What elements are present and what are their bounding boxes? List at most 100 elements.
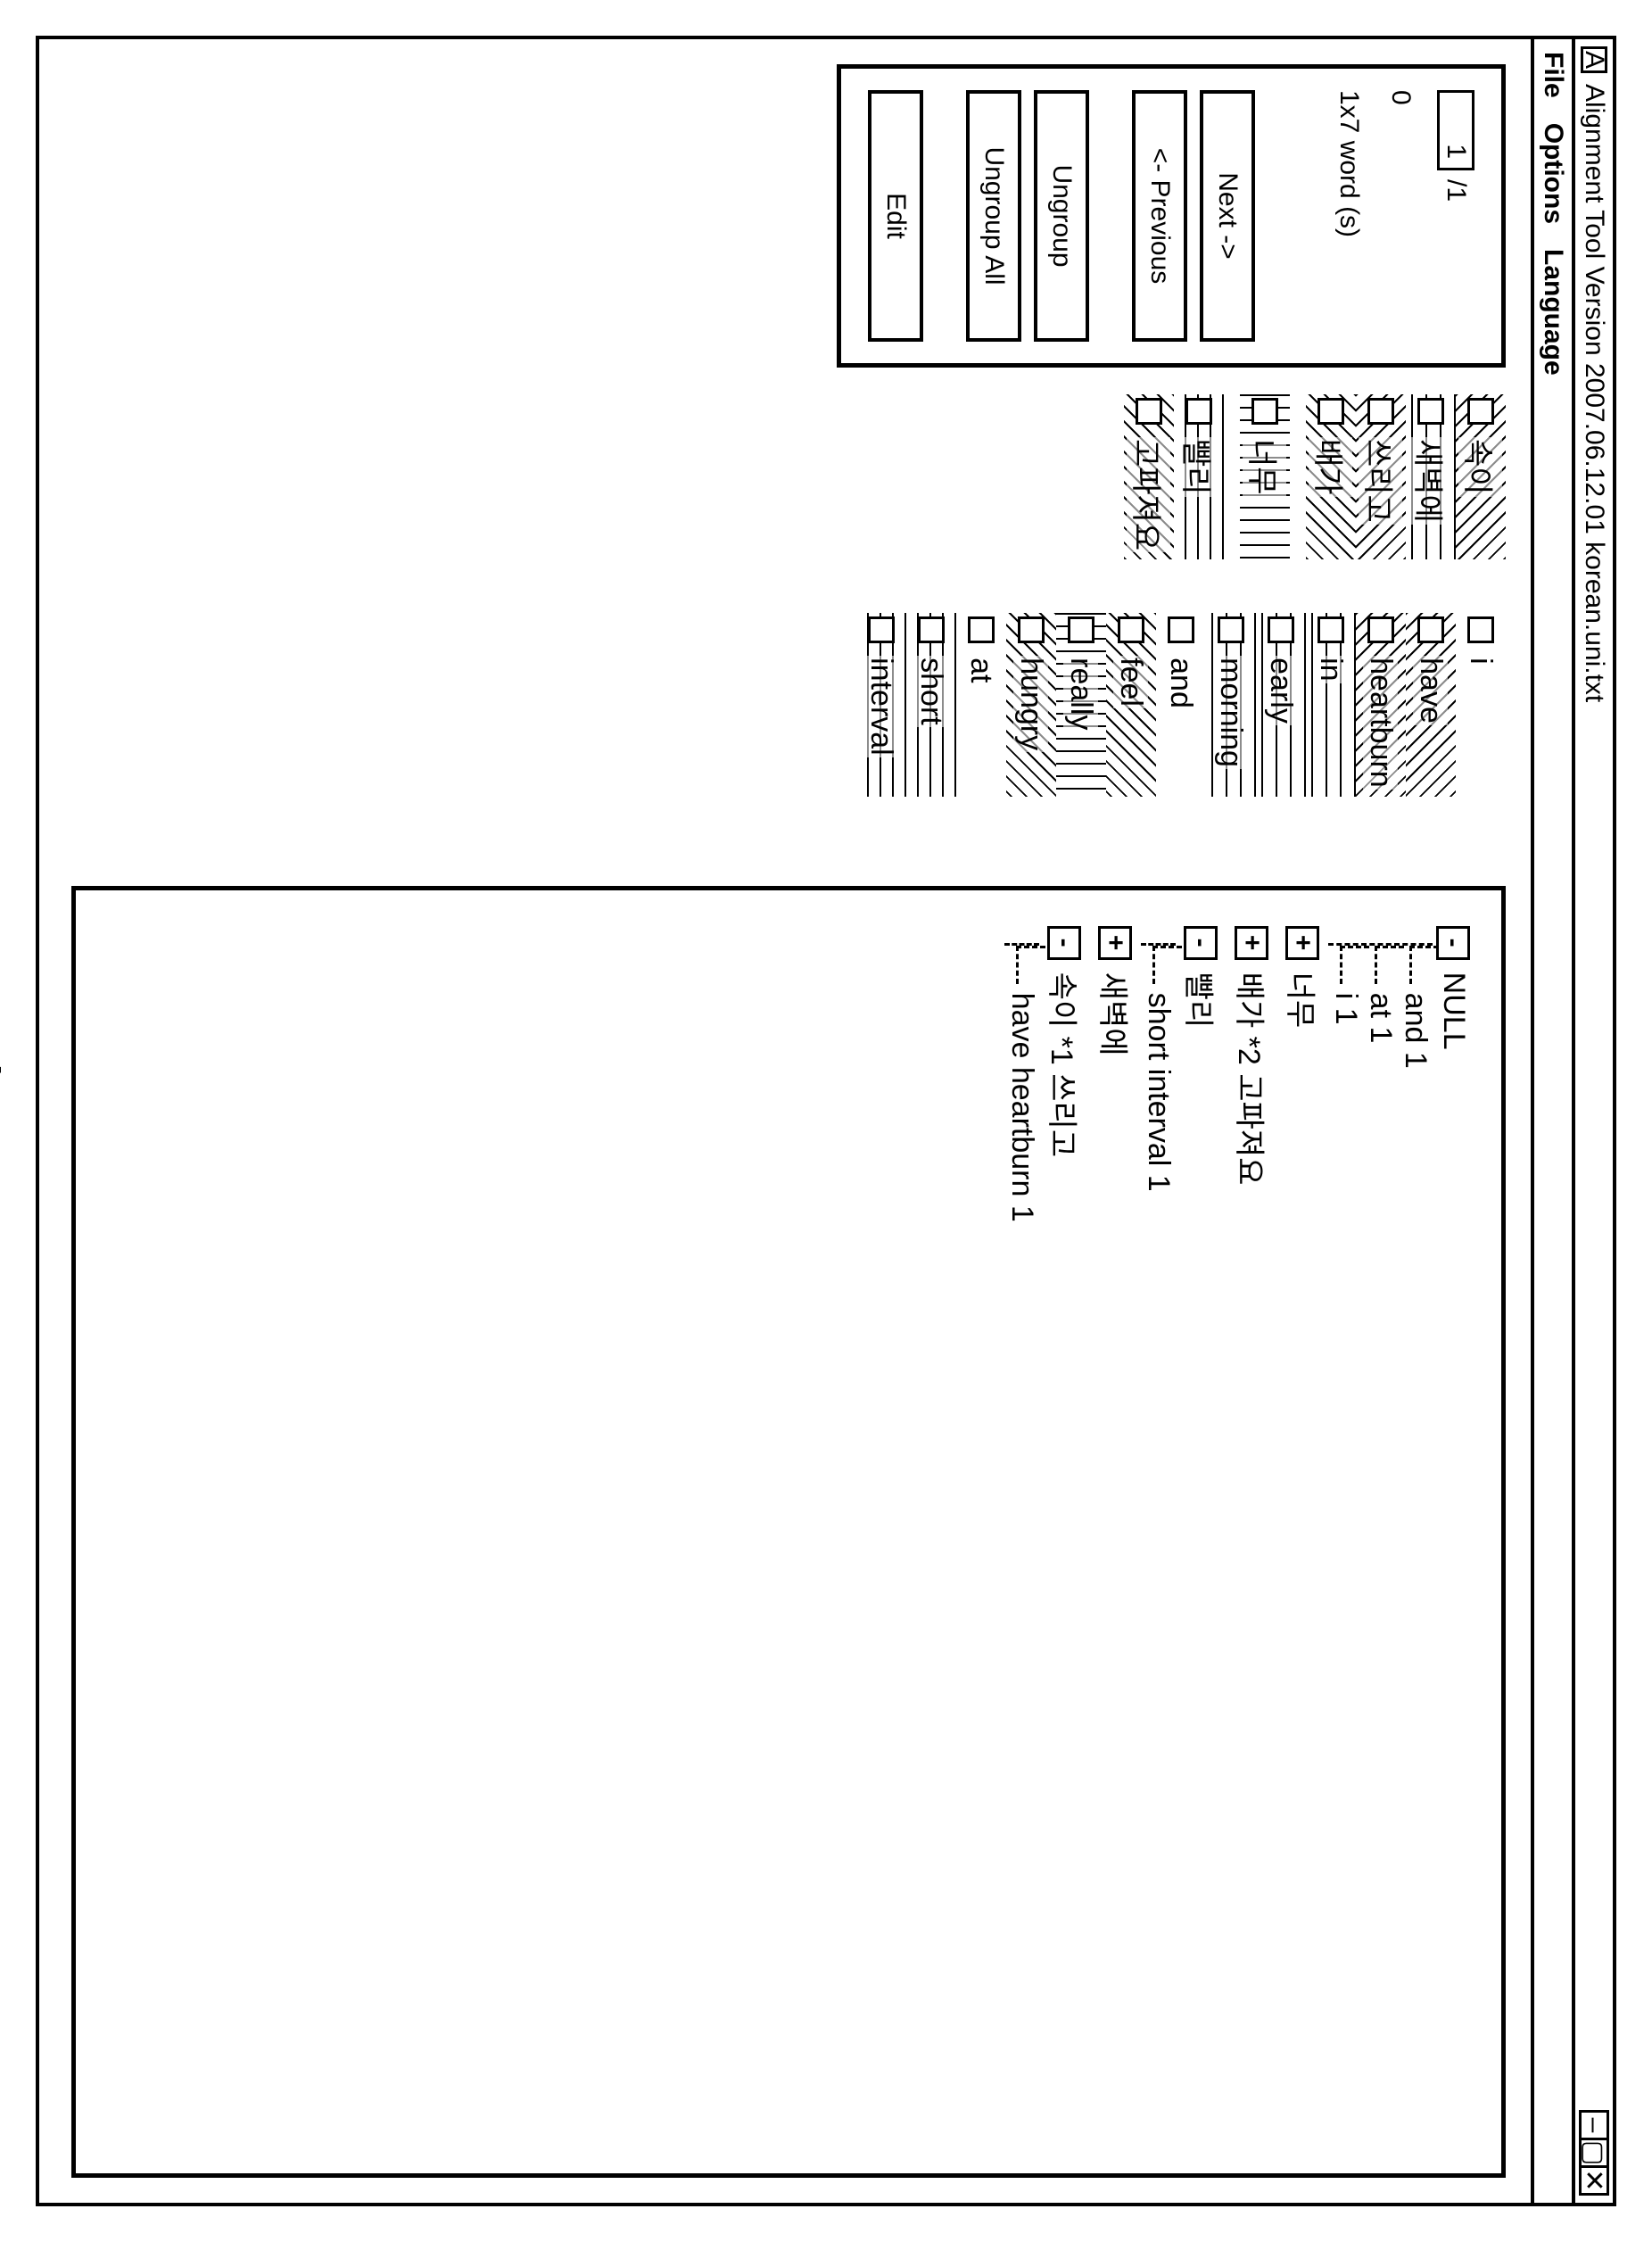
english-word-item[interactable]: morning xyxy=(1206,613,1256,797)
titlebar: A Alignment Tool Version 2007.06.12.01 k… xyxy=(1572,39,1613,2203)
tree-node[interactable]: + 새벽에 xyxy=(1094,926,1137,2147)
close-icon[interactable]: ✕ xyxy=(1579,2165,1609,2196)
tree-node-label: 너무 xyxy=(1281,972,1325,1029)
word-label: hungry xyxy=(1014,656,1049,752)
checkbox-icon[interactable] xyxy=(968,616,995,643)
word-label: and xyxy=(1164,656,1199,710)
menu-options[interactable]: Options xyxy=(1538,123,1568,224)
tree-leaf-label: and 1 xyxy=(1398,993,1433,1069)
tree-leaf[interactable]: i 1 xyxy=(1328,946,1363,2147)
tree-root: -NULLand 1at 1i 1+너무+배가 *2 고파져요-빨리short … xyxy=(1004,926,1474,2147)
word-label: feel xyxy=(1114,656,1149,708)
minimize-icon[interactable]: – xyxy=(1579,2110,1609,2140)
english-word-item[interactable]: feel xyxy=(1106,613,1156,797)
word-label: 새벽에 xyxy=(1409,437,1453,525)
figure-label: Figure 1 xyxy=(0,39,8,2203)
expand-icon[interactable]: + xyxy=(1235,926,1269,960)
edit-button[interactable]: Edit xyxy=(868,90,923,342)
tree-node[interactable]: + 배가 *2 고파져요 xyxy=(1230,926,1274,2147)
korean-word-item[interactable]: 고파져요 xyxy=(1124,394,1174,559)
tree-leaf[interactable]: and 1 xyxy=(1398,946,1433,2147)
tree-node-label: NULL xyxy=(1436,972,1471,1050)
checkbox-icon[interactable] xyxy=(1367,398,1394,425)
checkbox-icon[interactable] xyxy=(1417,616,1444,643)
word-label: i xyxy=(1464,656,1499,666)
english-word-item[interactable]: in xyxy=(1306,613,1356,797)
english-word-item[interactable]: interval xyxy=(856,613,906,797)
word-label: short xyxy=(914,656,949,727)
tree-leaf-label: at 1 xyxy=(1363,993,1398,1044)
maximize-icon[interactable]: ▢ xyxy=(1579,2138,1609,2168)
english-word-item[interactable]: short xyxy=(906,613,956,797)
english-word-item[interactable]: hungry xyxy=(1006,613,1056,797)
page-current-input[interactable]: 1 xyxy=(1437,90,1474,170)
checkbox-icon[interactable] xyxy=(1018,616,1045,643)
checkbox-icon[interactable] xyxy=(1185,398,1212,425)
menu-language[interactable]: Language xyxy=(1538,249,1568,376)
word-label: 속이 xyxy=(1459,437,1503,497)
expand-icon[interactable]: + xyxy=(1286,926,1320,960)
app-window: A Alignment Tool Version 2007.06.12.01 k… xyxy=(36,36,1616,2206)
word-label: interval xyxy=(864,656,899,757)
korean-word-item[interactable]: 너무 xyxy=(1240,394,1290,559)
checkbox-icon[interactable] xyxy=(1467,398,1494,425)
word-label: 빨리 xyxy=(1177,437,1221,497)
english-word-item[interactable]: heartburn xyxy=(1356,613,1406,797)
english-word-item[interactable]: i xyxy=(1456,613,1506,797)
korean-word-item[interactable]: 빨리 xyxy=(1174,394,1224,559)
english-word-item[interactable]: early xyxy=(1256,613,1306,797)
next-button[interactable]: Next -> xyxy=(1200,90,1255,342)
checkbox-icon[interactable] xyxy=(1136,398,1162,425)
control-panel: 1 /1 0 1x7 word (s) Next -> <- Previous … xyxy=(837,64,1506,368)
english-word-item[interactable]: at xyxy=(956,613,1006,797)
tree-leaf[interactable]: have heartburn 1 xyxy=(1004,946,1039,2147)
checkbox-icon[interactable] xyxy=(1268,616,1294,643)
checkbox-icon[interactable] xyxy=(1168,616,1194,643)
collapse-icon[interactable]: - xyxy=(1437,926,1471,960)
tree-node-label: 배가 *2 고파져요 xyxy=(1230,972,1274,1186)
tree-leaf[interactable]: short interval 1 xyxy=(1141,946,1176,2147)
checkbox-icon[interactable] xyxy=(1068,616,1094,643)
content-area: 1 /1 0 1x7 word (s) Next -> <- Previous … xyxy=(46,39,1531,2203)
ungroup-button[interactable]: Ungroup xyxy=(1034,90,1089,342)
tree-node[interactable]: + 너무 xyxy=(1281,926,1325,2147)
english-column: i haveheartburninearlymorningandfeelreall… xyxy=(71,613,1506,797)
tree-children: and 1at 1i 1 xyxy=(1328,943,1433,2147)
page-total-label: /1 xyxy=(1441,179,1471,202)
word-label: at xyxy=(964,656,999,684)
tree-node[interactable]: -빨리 xyxy=(1179,926,1223,2147)
english-word-item[interactable]: have xyxy=(1406,613,1456,797)
expand-icon[interactable]: + xyxy=(1099,926,1133,960)
app-icon: A xyxy=(1581,46,1607,73)
checkbox-icon[interactable] xyxy=(1251,398,1278,425)
tree-leaf[interactable]: at 1 xyxy=(1363,946,1398,2147)
tree-node[interactable]: - NULL xyxy=(1436,926,1471,2147)
checkbox-icon[interactable] xyxy=(1317,398,1344,425)
english-word-item[interactable]: really xyxy=(1056,613,1106,797)
menubar: File Options Language xyxy=(1531,39,1572,2203)
english-word-item[interactable]: and xyxy=(1156,613,1206,797)
tree-leaf-label: short interval 1 xyxy=(1141,993,1176,1192)
checkbox-icon[interactable] xyxy=(1367,616,1394,643)
checkbox-icon[interactable] xyxy=(1218,616,1244,643)
collapse-icon[interactable]: - xyxy=(1048,926,1082,960)
checkbox-icon[interactable] xyxy=(1317,616,1344,643)
previous-button[interactable]: <- Previous xyxy=(1132,90,1187,342)
tree-node[interactable]: -속이 *1 쓰리고 xyxy=(1043,926,1086,2147)
tree-node-label: 새벽에 xyxy=(1094,972,1137,1056)
korean-word-item[interactable]: 새벽에 xyxy=(1406,394,1456,559)
tree-panel: -NULLand 1at 1i 1+너무+배가 *2 고파져요-빨리short … xyxy=(71,886,1506,2178)
checkbox-icon[interactable] xyxy=(868,616,895,643)
checkbox-icon[interactable] xyxy=(1118,616,1144,643)
korean-word-item[interactable]: 쓰리고 xyxy=(1356,394,1406,559)
checkbox-icon[interactable] xyxy=(1467,616,1494,643)
collapse-icon[interactable]: - xyxy=(1185,926,1218,960)
korean-word-item[interactable]: 속이 xyxy=(1456,394,1506,559)
korean-word-item[interactable]: 배가 xyxy=(1306,394,1356,559)
word-label: early xyxy=(1264,656,1299,725)
ungroup-all-button[interactable]: Ungroup All xyxy=(966,90,1021,342)
checkbox-icon[interactable] xyxy=(918,616,945,643)
checkbox-icon[interactable] xyxy=(1417,398,1444,425)
word-label: have xyxy=(1414,656,1449,725)
menu-file[interactable]: File xyxy=(1538,52,1568,98)
